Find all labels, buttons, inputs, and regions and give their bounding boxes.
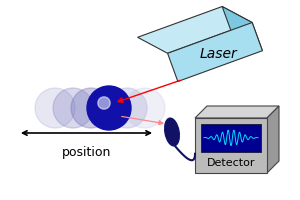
Polygon shape [195,106,279,118]
Polygon shape [195,118,267,173]
Circle shape [71,88,111,128]
Circle shape [53,88,93,128]
Circle shape [125,88,165,128]
Polygon shape [267,106,279,173]
Ellipse shape [165,118,179,146]
Polygon shape [168,23,262,81]
Circle shape [98,97,110,109]
Text: Laser: Laser [200,47,238,61]
Polygon shape [222,7,262,51]
Polygon shape [138,7,252,53]
Text: Detector: Detector [207,158,255,168]
FancyBboxPatch shape [201,124,261,152]
Text: position: position [62,146,111,159]
Circle shape [87,86,131,130]
Circle shape [107,88,147,128]
Circle shape [35,88,75,128]
